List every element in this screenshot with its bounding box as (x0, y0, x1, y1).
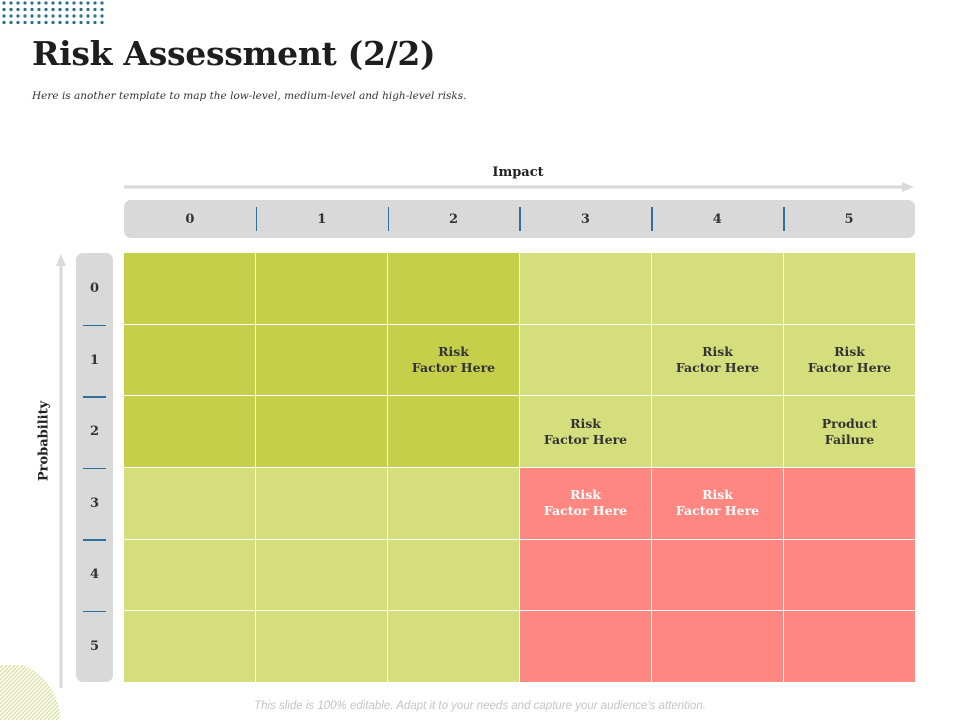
dot-pattern-decoration (2, 1, 104, 25)
matrix-cell-p1-i4: Risk Factor Here (652, 324, 783, 396)
matrix-cell-p3-i2 (388, 467, 519, 539)
impact-axis-label: Impact (492, 165, 544, 180)
matrix-cell-p0-i1 (256, 253, 387, 324)
probability-scale: 0 1 2 3 4 5 (76, 253, 113, 682)
matrix-cell-p5-i0 (124, 611, 255, 682)
matrix-cell-p5-i4 (652, 611, 783, 682)
matrix-cell-p1-i2: Risk Factor Here (388, 324, 519, 396)
impact-level-1: 1 (255, 200, 388, 238)
page-title: Risk Assessment (2/2) (32, 34, 436, 73)
matrix-cell-p4-i1 (256, 539, 387, 611)
corner-stripes-decoration (0, 665, 60, 720)
probability-level-0: 0 (89, 281, 100, 297)
probability-arrow-icon (56, 254, 66, 688)
probability-level-5: 5 (76, 610, 113, 683)
matrix-cell-p3-i1 (256, 467, 387, 539)
matrix-cell-p0-i0 (124, 253, 255, 324)
matrix-cell-p4-i5 (784, 539, 915, 611)
probability-level-4: 4 (76, 539, 113, 611)
impact-level-2: 2 (387, 200, 520, 238)
matrix-cell-p1-i0 (124, 324, 255, 396)
matrix-cell-p0-i3 (520, 253, 651, 324)
impact-arrow-icon (124, 182, 914, 192)
matrix-cell-p2-i3: Risk Factor Here (520, 396, 651, 467)
matrix-cell-p3-i4: Risk Factor Here (652, 467, 783, 539)
footer-note: This slide is 100% editable. Adapt it to… (254, 700, 706, 712)
matrix-cell-p2-i5: Product Failure (784, 396, 915, 467)
matrix-cell-p2-i1 (256, 396, 387, 467)
matrix-cell-p4-i2 (388, 539, 519, 611)
matrix-cell-p5-i2 (388, 611, 519, 682)
matrix-cell-p4-i0 (124, 539, 255, 611)
matrix-cell-p0-i4 (652, 253, 783, 324)
matrix-cell-p1-i3 (520, 324, 651, 396)
matrix-cell-p0-i2 (388, 253, 519, 324)
matrix-cell-p5-i3 (520, 611, 651, 682)
matrix-cell-p1-i1 (256, 324, 387, 396)
page-subtitle: Here is another template to map the low-… (32, 90, 467, 102)
matrix-cell-p5-i1 (256, 611, 387, 682)
matrix-cell-p1-i5: Risk Factor Here (784, 324, 915, 396)
matrix-cell-p2-i2 (388, 396, 519, 467)
matrix-cell-p2-i4 (652, 396, 783, 467)
matrix-cell-p0-i5 (784, 253, 915, 324)
impact-level-5: 5 (783, 200, 915, 238)
risk-matrix-grid: Risk Factor Here Risk Factor Here Risk Fac… (124, 253, 915, 682)
probability-level-1: 1 (76, 324, 113, 397)
matrix-cell-p4-i4 (652, 539, 783, 611)
probability-level-3: 3 (76, 467, 113, 540)
matrix-cell-p3-i5 (784, 467, 915, 539)
impact-scale: 0 1 2 3 4 5 (124, 200, 915, 238)
impact-level-3: 3 (519, 200, 651, 238)
impact-level-0: 0 (185, 211, 195, 227)
matrix-cell-p3-i3: Risk Factor Here (520, 467, 651, 539)
matrix-cell-p4-i3 (520, 539, 651, 611)
probability-level-2: 2 (76, 396, 113, 468)
matrix-cell-p3-i0 (124, 467, 255, 539)
matrix-cell-p2-i0 (124, 396, 255, 467)
matrix-cell-p5-i5 (784, 611, 915, 682)
impact-level-4: 4 (651, 200, 783, 238)
probability-axis-label: Probability (36, 400, 52, 482)
